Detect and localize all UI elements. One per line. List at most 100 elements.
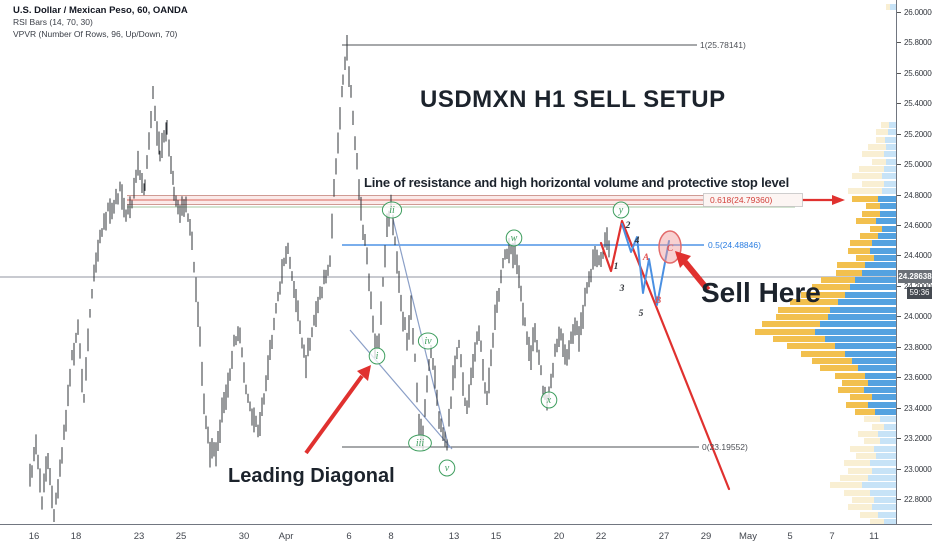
volume-profile-bar [855, 409, 875, 415]
volume-profile-bar [878, 196, 896, 202]
volume-profile-bar [881, 122, 889, 128]
volume-profile-bar [862, 270, 896, 276]
volume-profile-bar [850, 240, 872, 246]
chart-legend: U.S. Dollar / Mexican Peso, 60, OANDA RS… [13, 5, 188, 40]
volume-profile-bar [868, 380, 896, 386]
indicator-rsi-label[interactable]: RSI Bars (14, 70, 30) [13, 17, 93, 27]
volume-profile-bar [870, 460, 896, 466]
volume-profile-bar [880, 438, 896, 444]
sell-here-arrow [682, 260, 711, 292]
volume-profile-bar [845, 351, 896, 357]
time-tick-label: 11 [869, 531, 879, 542]
annotation-sell-here[interactable]: Sell Here [701, 277, 821, 308]
volume-profile-bar [872, 240, 896, 246]
subwave-label-4: 4 [634, 236, 640, 246]
volume-profile-bar [886, 4, 890, 10]
level-0-label: 0(23.19552) [702, 442, 748, 452]
volume-profile-bar [868, 402, 896, 408]
price-axis[interactable]: 22.80000 23.00000 23.20000 23.40000 23.60000… [896, 0, 932, 524]
volume-profile-bar [838, 387, 864, 393]
bar-countdown-badge: 59:36 [907, 287, 932, 299]
volume-profile-bar [852, 497, 874, 503]
volume-profile-bar [790, 299, 838, 305]
price-tick-label: 23.80000 [897, 343, 932, 352]
volume-profile-bar [755, 329, 815, 335]
volume-profile-bar [884, 519, 896, 524]
volume-profile-bar [820, 365, 858, 371]
volume-profile-bar [825, 336, 896, 342]
volume-profile-bar [845, 292, 896, 298]
volume-profile-bar [864, 438, 880, 444]
volume-profile-bar [855, 277, 896, 283]
volume-profile-bar [874, 497, 896, 503]
volume-profile-bar [858, 365, 896, 371]
price-tick-label: 24.80000 [897, 191, 932, 200]
volume-profile-bar [844, 490, 870, 496]
volume-profile-bar [874, 255, 896, 261]
indicator-vpvr-label[interactable]: VPVR (Number Of Rows, 96, Up/Down, 70) [13, 29, 178, 39]
volume-profile-bar [787, 343, 835, 349]
price-tick-label: 23.00000 [897, 465, 932, 474]
volume-profile-bar [882, 188, 896, 194]
volume-profile-bar [872, 424, 884, 430]
price-tick-label: 25.40000 [897, 99, 932, 108]
diagonal-trendline-1 [392, 218, 450, 449]
wave-label-iii: iii [416, 438, 425, 449]
volume-profile-bar [885, 137, 896, 143]
time-tick-label: 30 [238, 531, 250, 542]
volume-profile-bar [762, 321, 820, 327]
time-tick-label: 25 [175, 531, 187, 542]
volume-profile-bar [778, 307, 830, 313]
price-chart-canvas[interactable]: iiiiiiivvwxy12345ABC1(25.78141)0.618(24.… [0, 0, 896, 524]
red-trendline-projection [599, 219, 731, 491]
time-tick-label: 8 [388, 531, 394, 542]
volume-profile-bar [890, 4, 896, 10]
volume-profile-bar [842, 380, 868, 386]
volume-profile-bar [801, 351, 845, 357]
time-tick-label: 6 [346, 531, 352, 542]
volume-profile-bar [870, 226, 882, 232]
subwave-label-C: C [667, 244, 674, 254]
symbol-title[interactable]: U.S. Dollar / Mexican Peso, 60, OANDA [13, 5, 188, 16]
subwave-label-1: 1 [614, 262, 619, 272]
annotation-setup-title[interactable]: USDMXN H1 SELL SETUP [420, 86, 726, 113]
volume-profile-bar [872, 159, 886, 165]
volume-profile-bar [850, 446, 874, 452]
volume-profile-bar [773, 336, 825, 342]
annotation-resistance-note[interactable]: Line of resistance and high horizontal v… [364, 175, 789, 190]
volume-profile-bar [844, 460, 870, 466]
time-tick-label: 20 [553, 531, 565, 542]
price-tick-label: 23.20000 [897, 434, 932, 443]
wave-label-v: v [445, 463, 450, 474]
wave-label-w: w [511, 233, 518, 244]
volume-profile-bar [868, 475, 896, 481]
volume-profile-bar [850, 394, 872, 400]
time-tick-label: 7 [829, 531, 835, 542]
wave-label-circle-iii [408, 434, 432, 452]
volume-profile-bar [840, 475, 868, 481]
time-tick-label: 27 [658, 531, 670, 542]
level-1-label: 1(25.78141) [700, 40, 746, 50]
volume-profile-bar [830, 307, 896, 313]
time-axis[interactable]: 16 18 23 25 30 Apr 6 8 13 15 20 22 27 29 May 5 7 11 [0, 524, 932, 550]
subwave-label-2: 2 [625, 221, 631, 231]
wave-label-circle-v [438, 459, 456, 477]
wave-label-circle-ii [381, 201, 403, 219]
volume-profile-bar [856, 255, 874, 261]
price-tick-label: 26.00000 [897, 8, 932, 17]
wave-label-circle-x [540, 391, 558, 409]
blue-wave-projection [621, 223, 670, 306]
volume-profile-bar [836, 270, 862, 276]
volume-profile-bar [848, 248, 870, 254]
volume-profile-bar [846, 402, 868, 408]
annotation-leading-diagonal[interactable]: Leading Diagonal [228, 465, 395, 487]
volume-profile-bar [848, 468, 872, 474]
volume-profile-bar [876, 453, 896, 459]
wave-label-circle-y [612, 201, 630, 219]
volume-profile-bar [776, 314, 828, 320]
volume-profile-bar [835, 373, 865, 379]
volume-profile-bar [815, 329, 896, 335]
price-tick-label: 25.00000 [897, 160, 932, 169]
volume-profile-bar [870, 248, 896, 254]
